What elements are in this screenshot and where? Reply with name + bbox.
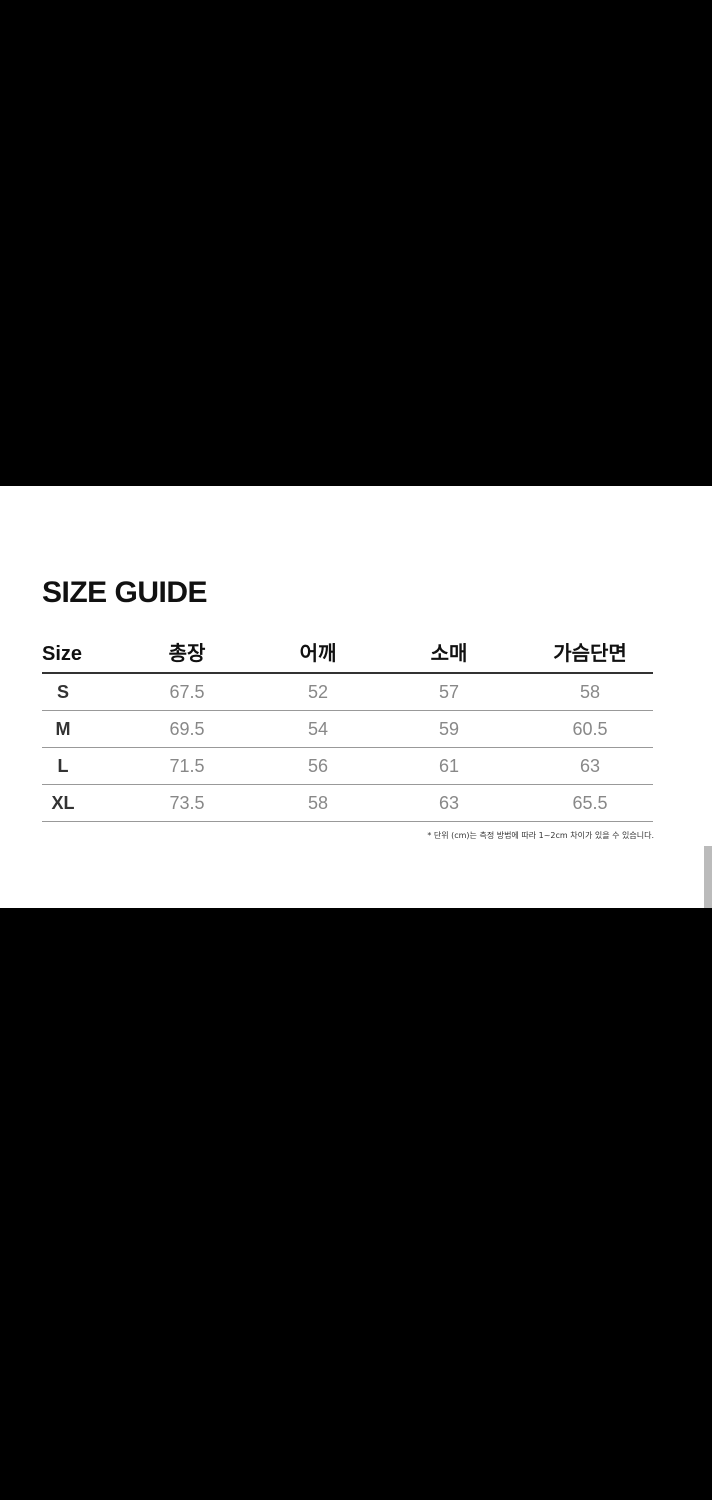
size-label: XL [51, 793, 75, 813]
size-label: M [55, 719, 71, 739]
measurement-cell: 69.5 [169, 719, 205, 739]
measurement-cell: 63 [438, 793, 460, 813]
size-guide-panel: SIZE GUIDE Size 총장 어깨 소매 가슴단면 S 67.5 52 57 5… [0, 486, 712, 908]
measurement-cell: 58 [307, 793, 329, 813]
header-cell: 총장 [168, 643, 206, 665]
measurement-cell: 56 [307, 756, 329, 776]
unit-footnote: * 단위 (cm)는 측정 방법에 따라 1~2cm 차이가 있을 수 있습니다… [427, 831, 654, 840]
size-label: L [57, 756, 69, 776]
measurement-cell: 54 [307, 719, 329, 739]
measurement-cell: 58 [579, 682, 601, 702]
header-cell: Size [42, 643, 83, 665]
measurement-cell: 61 [438, 756, 460, 776]
measurement-cell: 65.5 [572, 793, 608, 813]
measurement-cell: 57 [438, 682, 460, 702]
measurement-cell: 52 [307, 682, 329, 702]
page-title: SIZE GUIDE [42, 576, 208, 609]
table-row: M 69.5 54 59 60.5 [42, 711, 653, 748]
measurement-cell: 71.5 [169, 756, 205, 776]
table-header-row: Size 총장 어깨 소매 가슴단면 [42, 636, 653, 674]
size-label: S [56, 682, 69, 702]
measurement-cell: 60.5 [572, 719, 608, 739]
table-row: XL 73.5 58 63 65.5 [42, 785, 653, 822]
table-row: S 67.5 52 57 58 [42, 674, 653, 711]
header-cell: 가슴단면 [553, 643, 627, 665]
scrollbar[interactable] [704, 846, 712, 908]
measurement-cell: 63 [579, 756, 601, 776]
measurement-cell: 67.5 [169, 682, 205, 702]
measurement-cell: 59 [438, 719, 460, 739]
size-table: Size 총장 어깨 소매 가슴단면 S 67.5 52 57 58 M 69.5 54 59 6… [42, 636, 653, 822]
header-cell: 소매 [430, 643, 468, 665]
table-row: L 71.5 56 61 63 [42, 748, 653, 785]
header-cell: 어깨 [299, 643, 337, 665]
measurement-cell: 73.5 [169, 793, 205, 813]
